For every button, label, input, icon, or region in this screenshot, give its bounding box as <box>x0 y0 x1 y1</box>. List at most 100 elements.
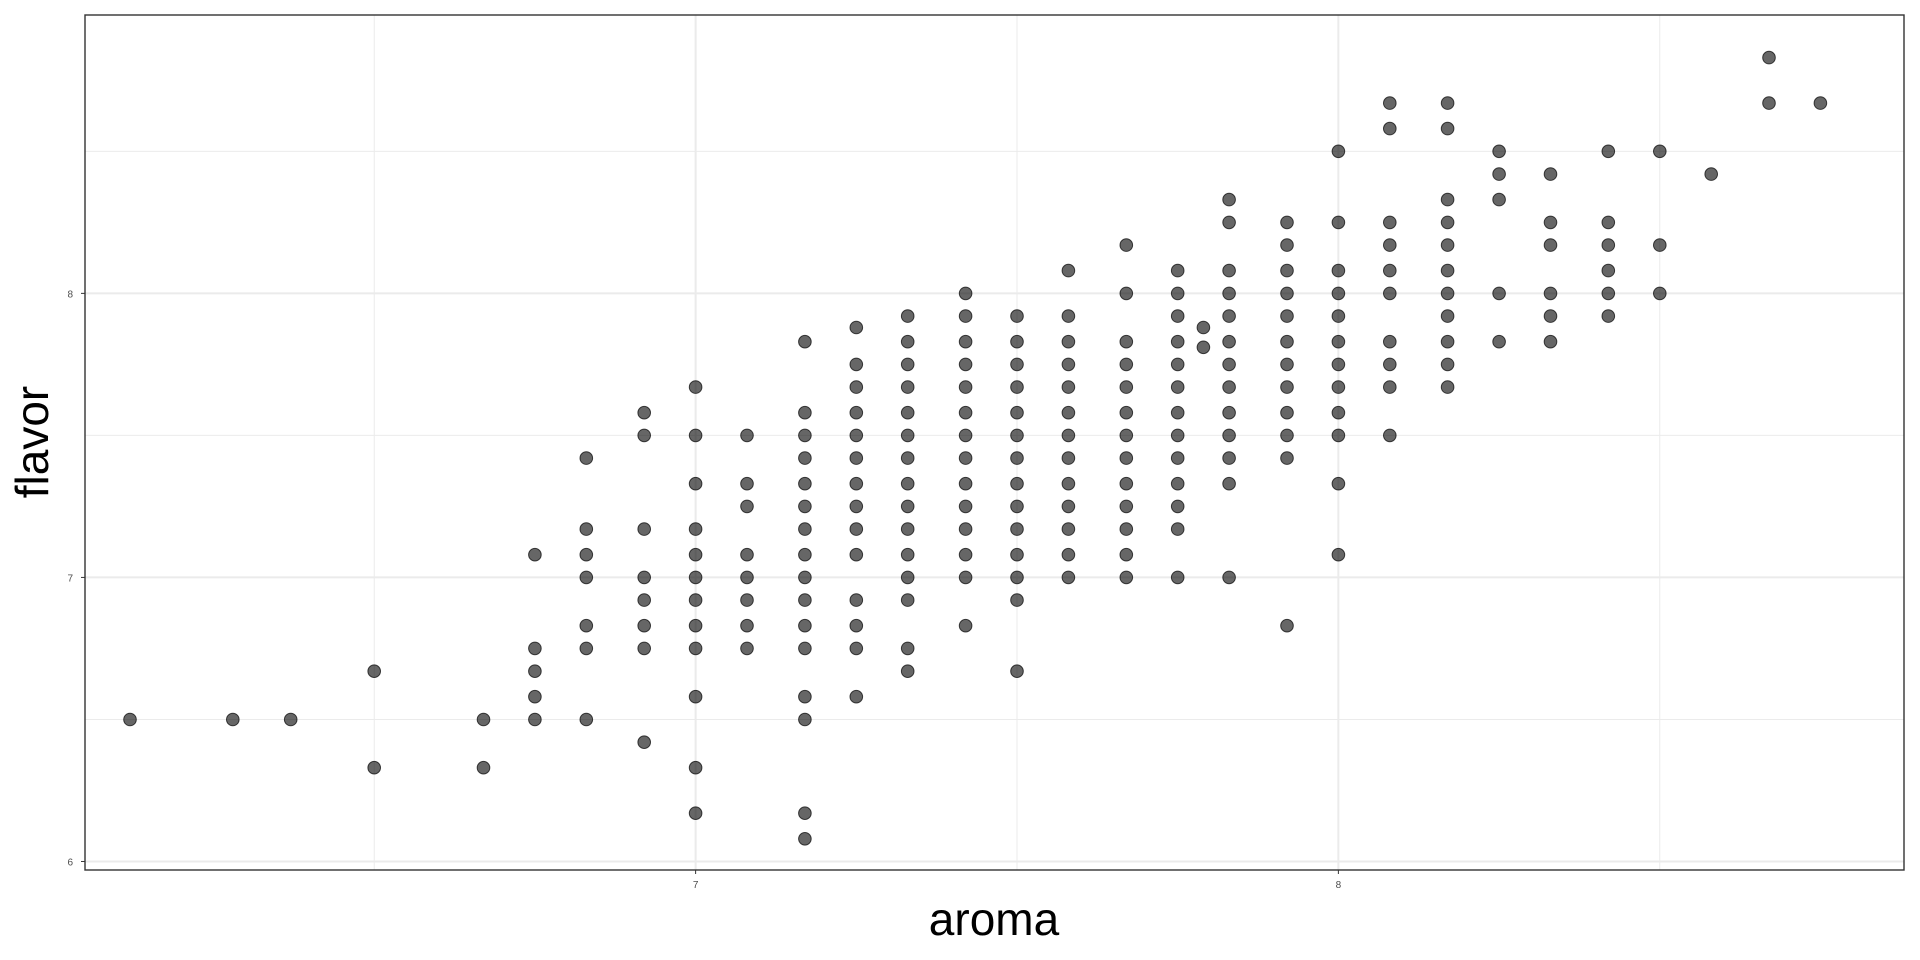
data-point <box>1440 192 1455 207</box>
data-point <box>1061 547 1076 562</box>
data-point <box>1170 405 1185 420</box>
data-point <box>1543 167 1558 181</box>
data-point <box>1170 499 1185 514</box>
data-point <box>1601 286 1616 301</box>
data-point <box>579 451 594 465</box>
y-tick-label: 7 <box>67 573 73 584</box>
data-point <box>798 499 812 514</box>
data-point <box>1331 547 1346 562</box>
data-point <box>579 712 594 727</box>
data-point <box>1119 547 1134 562</box>
data-point <box>1010 499 1024 514</box>
data-point <box>798 712 812 727</box>
data-point <box>1492 167 1506 181</box>
data-point <box>1383 286 1397 301</box>
data-point <box>637 735 652 750</box>
data-point <box>579 547 594 562</box>
data-point <box>1813 96 1828 110</box>
data-point <box>1383 334 1397 349</box>
data-point <box>1170 309 1185 323</box>
data-point <box>1331 334 1346 349</box>
data-point <box>900 357 915 372</box>
data-point <box>1061 499 1076 514</box>
data-point <box>1010 570 1024 585</box>
data-point <box>1440 121 1455 136</box>
data-point <box>740 428 754 443</box>
data-point <box>958 428 973 443</box>
data-point <box>1119 334 1134 349</box>
data-point <box>1196 340 1211 355</box>
data-point <box>688 593 703 607</box>
data-point <box>1061 309 1076 323</box>
data-point <box>637 522 652 536</box>
data-point <box>1010 664 1024 679</box>
data-point <box>1222 309 1236 323</box>
data-point <box>1543 286 1558 301</box>
data-point <box>798 832 812 846</box>
data-point <box>798 405 812 420</box>
data-point <box>367 664 382 679</box>
data-point <box>900 547 915 562</box>
data-point <box>1280 263 1294 278</box>
data-point <box>1222 263 1236 278</box>
data-point <box>123 712 137 727</box>
data-point <box>1601 215 1616 230</box>
data-point <box>1280 357 1294 372</box>
data-point <box>958 334 973 349</box>
data-point <box>1440 357 1455 372</box>
data-point <box>958 570 973 585</box>
y-tick-label: 6 <box>67 857 73 868</box>
data-point <box>1222 215 1236 230</box>
data-point <box>1061 405 1076 420</box>
data-point <box>1119 357 1134 372</box>
data-point <box>1440 238 1455 252</box>
data-point <box>1170 428 1185 443</box>
data-point <box>1601 309 1616 323</box>
data-point <box>1061 380 1076 394</box>
data-point <box>1383 357 1397 372</box>
data-point <box>1280 428 1294 443</box>
data-point <box>1601 263 1616 278</box>
x-tick-label: 8 <box>1336 880 1342 891</box>
data-point <box>1222 476 1236 491</box>
data-point <box>1010 405 1024 420</box>
data-point <box>740 570 754 585</box>
data-point <box>1492 286 1506 301</box>
data-point <box>958 618 973 633</box>
data-point <box>1440 286 1455 301</box>
data-point <box>579 570 594 585</box>
data-point <box>1119 499 1134 514</box>
data-point <box>1222 428 1236 443</box>
data-point <box>1440 309 1455 323</box>
data-point <box>849 522 864 536</box>
data-point <box>1280 215 1294 230</box>
data-point <box>1170 570 1185 585</box>
data-point <box>849 499 864 514</box>
data-point <box>798 428 812 443</box>
y-axis-title: flavor <box>6 386 58 498</box>
data-point <box>1119 380 1134 394</box>
data-point <box>1170 522 1185 536</box>
data-point <box>958 405 973 420</box>
data-point <box>1704 167 1718 181</box>
data-point <box>1383 263 1397 278</box>
data-point <box>1440 96 1455 110</box>
data-point <box>1601 144 1616 159</box>
data-point <box>1383 96 1397 110</box>
data-point <box>1331 476 1346 491</box>
y-axis-ticks: 6 7 8 <box>67 289 85 868</box>
data-point <box>637 593 652 607</box>
data-point <box>849 451 864 465</box>
data-point <box>1222 405 1236 420</box>
data-point <box>1383 428 1397 443</box>
x-tick-label: 7 <box>693 880 699 891</box>
data-point <box>688 380 703 394</box>
data-point <box>1331 215 1346 230</box>
data-point <box>1010 522 1024 536</box>
data-point <box>958 547 973 562</box>
data-point <box>1119 570 1134 585</box>
data-point <box>849 593 864 607</box>
data-point <box>958 309 973 323</box>
